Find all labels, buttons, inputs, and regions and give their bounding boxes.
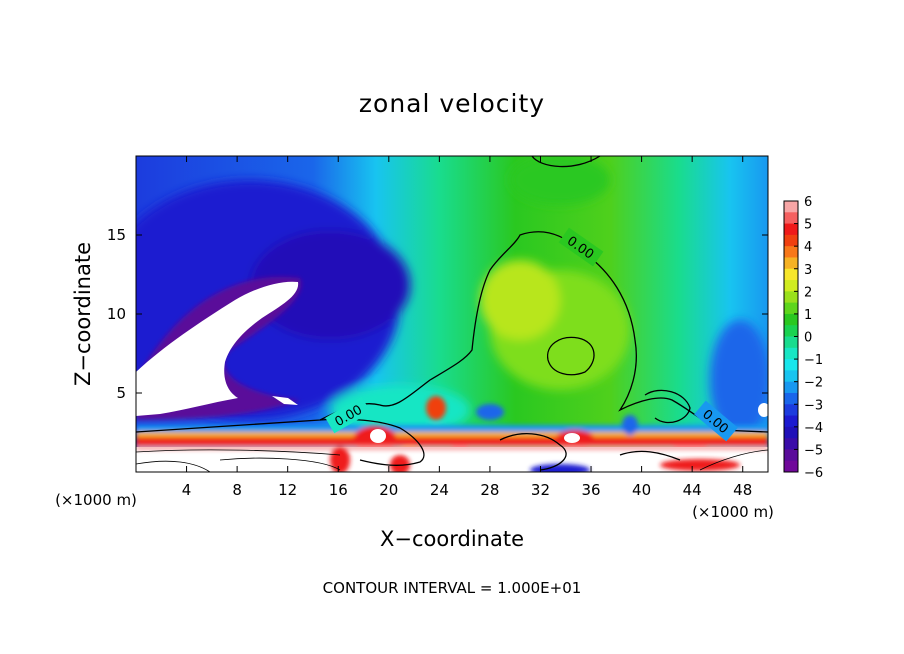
y-axis: 5 10 15 — [107, 226, 768, 402]
contour-line — [136, 460, 211, 472]
field-blob — [480, 260, 560, 340]
colorbar-swatch — [784, 212, 798, 225]
masked-region — [136, 281, 299, 416]
y-tick-label: 5 — [116, 384, 126, 402]
colorbar-swatch — [784, 370, 798, 383]
zero-contour-line — [319, 418, 425, 466]
field-blob — [250, 230, 410, 340]
thin-contours — [136, 449, 768, 472]
masked-region — [272, 396, 298, 405]
colorbar-swatch — [784, 223, 798, 236]
chart-title: zonal velocity — [359, 89, 545, 118]
field-blob — [510, 156, 610, 205]
colorbar-swatch — [784, 302, 798, 315]
x-tick-label: 20 — [379, 481, 398, 499]
field-blob — [710, 320, 768, 440]
field-blob — [136, 425, 768, 435]
colorbar-swatch — [784, 268, 798, 281]
colorbar-tick-label: 1 — [804, 308, 812, 323]
zero-contour-line — [644, 389, 691, 424]
colorbar-swatch — [784, 246, 798, 258]
label-bg — [558, 227, 604, 267]
colorbar: 6 5 4 3 2 1 0 −1 −2 −3 −4 −5 −6 — [783, 195, 823, 481]
x-axis-title: X−coordinate — [380, 527, 524, 551]
colorbar-swatch — [784, 336, 798, 349]
masked-region — [758, 403, 768, 417]
contour-line — [219, 457, 341, 471]
colorbar-tick-label: 5 — [804, 218, 812, 233]
y-tick-label: 15 — [107, 226, 126, 244]
zero-contour-line — [531, 156, 601, 168]
colorbar-swatch — [784, 234, 798, 247]
colorbar-swatch — [784, 392, 798, 405]
colorbar-swatch — [784, 404, 798, 417]
x-unit-label-left: (×1000 m) — [55, 491, 137, 509]
field-blob — [390, 455, 410, 472]
x-tick-label: 48 — [733, 481, 752, 499]
zero-contour-line — [547, 336, 595, 376]
zero-contour-line — [619, 450, 681, 461]
colorbar-swatch — [784, 201, 798, 213]
y-axis-title: Z−coordinate — [71, 242, 95, 386]
label-bg — [325, 396, 371, 434]
field-blob — [136, 437, 768, 447]
colorbar-tick-label: 6 — [804, 195, 812, 210]
x-tick-label: 16 — [329, 481, 348, 499]
colorbar-swatch — [784, 280, 798, 292]
field-blob — [136, 447, 768, 472]
x-tick-label: 24 — [430, 481, 449, 499]
colorbar-swatch — [784, 313, 798, 326]
contour-line — [699, 449, 768, 471]
field-blob — [136, 445, 768, 450]
colorbar-tick-label: 0 — [804, 331, 812, 346]
x-tick-label: 36 — [581, 481, 600, 499]
colorbar-tick-label: −2 — [804, 376, 823, 391]
field-blob — [530, 464, 590, 472]
label-bg — [694, 400, 738, 442]
field-blob — [476, 404, 504, 420]
colorbar-tick-label: 3 — [804, 263, 812, 278]
colorbar-swatch — [784, 359, 798, 371]
colorbar-tick-label: −5 — [804, 443, 823, 458]
x-tick-label: 4 — [182, 481, 192, 499]
field-blob — [330, 446, 350, 472]
colorbar-tick-label: 2 — [804, 285, 812, 300]
colorbar-swatch — [784, 347, 798, 360]
colorbar-tick-label: −4 — [804, 421, 823, 436]
colorbar-swatch — [784, 426, 798, 439]
y-tick-label: 10 — [107, 305, 126, 323]
field-blob — [660, 459, 740, 471]
colorbar-swatch — [784, 438, 798, 450]
x-tick-label: 32 — [531, 481, 550, 499]
masked-region — [370, 429, 386, 443]
masked-region — [564, 433, 580, 443]
x-unit-label-right: (×1000 m) — [692, 503, 774, 521]
x-tick-label: 8 — [232, 481, 242, 499]
field-blob — [426, 396, 446, 420]
colorbar-swatch — [784, 415, 798, 428]
colorbar-swatch — [784, 291, 798, 304]
zero-contour-line — [499, 433, 567, 471]
colorbar-swatch — [784, 257, 798, 270]
colorbar-swatch — [784, 381, 798, 394]
colorbar-swatch — [784, 325, 798, 337]
x-tick-label: 44 — [683, 481, 702, 499]
colorbar-tick-label: −1 — [804, 353, 823, 368]
colorbar-tick-label: 4 — [804, 240, 812, 255]
x-axis: 4 8 12 16 20 24 28 32 36 40 44 48 — [182, 156, 752, 499]
x-tick-label: 12 — [278, 481, 297, 499]
x-tick-label: 28 — [480, 481, 499, 499]
field-blob — [136, 432, 768, 440]
field-blob — [622, 415, 638, 435]
colorbar-tick-label: −6 — [804, 466, 823, 481]
velocity-field: 0.00 0.00 0.00 — [136, 156, 768, 472]
contour-line — [136, 449, 341, 456]
colorbar-tick-label: −3 — [804, 398, 823, 413]
colorbar-swatch — [784, 460, 798, 473]
contour-interval-footer: CONTOUR INTERVAL = 1.000E+01 — [323, 579, 582, 597]
colorbar-swatch — [784, 449, 798, 462]
x-tick-label: 40 — [632, 481, 651, 499]
